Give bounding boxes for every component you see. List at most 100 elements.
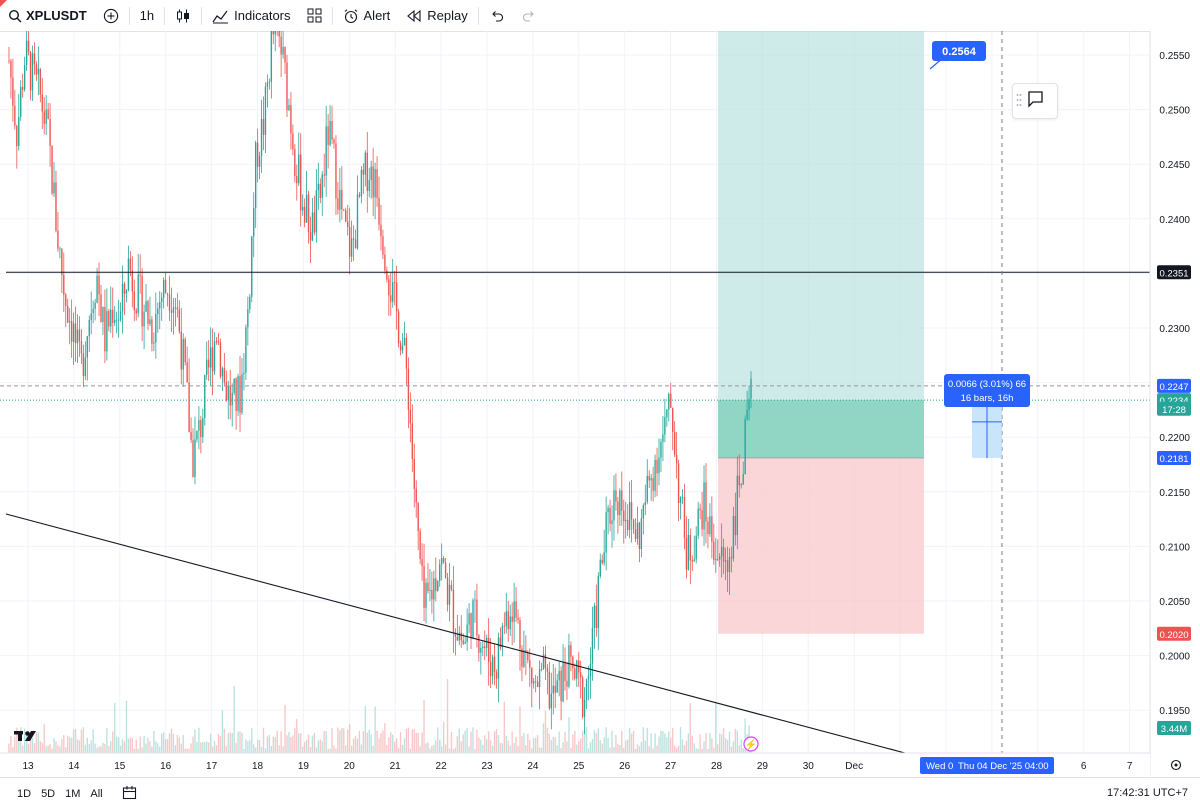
volume-bar xyxy=(591,738,594,753)
volume-bar xyxy=(360,744,363,753)
range-button-all[interactable]: All xyxy=(90,788,103,800)
replay-button[interactable]: Replay xyxy=(398,0,475,31)
drag-handle-icon[interactable] xyxy=(1016,93,1022,107)
candle-body xyxy=(55,182,57,231)
candle-body xyxy=(119,311,122,320)
volume-bar xyxy=(599,740,601,753)
x-tick-label: 25 xyxy=(573,761,585,772)
volume-bar xyxy=(313,732,316,753)
volume-bar xyxy=(115,736,118,753)
compare-button[interactable] xyxy=(95,0,127,31)
candle-body xyxy=(527,652,529,661)
candle-body xyxy=(515,601,517,618)
grid-icon xyxy=(307,8,322,23)
volume-bar xyxy=(370,734,372,753)
undo-button[interactable] xyxy=(481,0,513,31)
volume-bar xyxy=(10,736,12,753)
volume-bar xyxy=(331,727,333,753)
redo-button[interactable] xyxy=(513,0,545,31)
candle-body xyxy=(464,642,466,644)
indicators-button[interactable]: Indicators xyxy=(204,0,298,31)
volume-bar xyxy=(202,742,204,753)
volume-bar xyxy=(511,731,513,753)
candle-body xyxy=(560,670,562,702)
alarm-clock-icon xyxy=(343,8,359,24)
open-profit-zone xyxy=(718,400,924,458)
replay-label: Replay xyxy=(427,8,468,23)
candle-body xyxy=(593,605,596,628)
x-tick-label: 16 xyxy=(160,761,172,772)
volume-bar xyxy=(679,727,682,753)
symbol-search[interactable]: XPLUSDT xyxy=(0,0,95,31)
range-button-5d[interactable]: 5D xyxy=(41,788,56,800)
interval-button[interactable]: 1h xyxy=(132,0,162,31)
candle-body xyxy=(529,660,531,668)
candle-body xyxy=(147,301,149,324)
candle-body xyxy=(744,419,746,475)
timezone-clock[interactable]: 17:42:31 UTC+7 xyxy=(1106,787,1188,799)
candle-body xyxy=(709,516,711,535)
alert-button[interactable]: Alert xyxy=(335,0,399,31)
volume-bar xyxy=(382,730,384,753)
candle-body xyxy=(311,212,314,241)
layouts-button[interactable] xyxy=(299,0,330,31)
volume-bar xyxy=(675,747,678,753)
candle-body xyxy=(540,668,543,670)
candle-body xyxy=(149,319,151,324)
goto-date-button[interactable] xyxy=(122,785,137,803)
volume-bar xyxy=(554,737,556,753)
candle-body xyxy=(403,337,406,346)
volume-bar xyxy=(53,738,55,753)
volume-bar xyxy=(378,738,380,753)
candle-body xyxy=(245,327,247,373)
volume-bar xyxy=(23,728,26,753)
candle-body xyxy=(282,47,284,55)
volume-bar xyxy=(284,704,286,753)
volume-bar xyxy=(325,731,327,753)
candle-body xyxy=(192,440,194,477)
volume-bar xyxy=(94,743,96,753)
candlestick-chart[interactable]: 0.2564 ⚡ 0.0066 (3.01%) 66 16 bars, 16h 0.… xyxy=(0,31,1200,777)
candle-body xyxy=(18,116,20,147)
price-label-text-dashed: 0.2247 xyxy=(1159,382,1188,393)
candle-body xyxy=(65,294,67,306)
x-tick-label: Dec xyxy=(845,761,863,772)
volume-bar xyxy=(386,744,388,753)
candle-body xyxy=(695,535,697,560)
candle-body xyxy=(153,342,155,344)
candle-body xyxy=(39,68,41,95)
candle-body xyxy=(715,558,717,561)
candle-body xyxy=(701,510,703,530)
volume-bar xyxy=(691,735,693,753)
price-label-text-entry: 0.2181 xyxy=(1159,454,1188,465)
volume-bar xyxy=(513,742,515,753)
volume-bar xyxy=(98,746,100,753)
volume-bar xyxy=(149,741,151,753)
volume-label-box xyxy=(1157,721,1191,735)
volume-bar xyxy=(527,733,529,753)
chart-area[interactable]: 0.2564 ⚡ 0.0066 (3.01%) 66 16 bars, 16h 0.… xyxy=(0,31,1200,777)
volume-bar xyxy=(268,734,271,753)
chart-type-button[interactable] xyxy=(167,0,199,31)
volume-bar xyxy=(190,743,192,753)
volume-bar xyxy=(307,734,310,753)
volume-bar xyxy=(82,727,85,753)
volume-bar xyxy=(564,731,566,753)
range-button-1m[interactable]: 1M xyxy=(65,788,81,800)
candle-body xyxy=(215,341,218,342)
volume-bar xyxy=(366,732,368,753)
volume-bar xyxy=(174,745,177,753)
toolbar-divider xyxy=(164,6,166,25)
candle-body xyxy=(254,142,257,209)
candle-body xyxy=(474,599,476,601)
volume-bar xyxy=(736,730,739,753)
volume-bar xyxy=(47,745,49,753)
y-tick-label: 0.2450 xyxy=(1159,160,1190,171)
drawing-tool-button[interactable] xyxy=(1012,83,1058,119)
range-button-1d[interactable]: 1D xyxy=(17,788,32,800)
candle-body xyxy=(137,274,139,314)
candle-body xyxy=(337,198,339,210)
volume-bar xyxy=(164,739,167,753)
candle-body xyxy=(552,685,554,694)
volume-bar xyxy=(262,727,265,753)
